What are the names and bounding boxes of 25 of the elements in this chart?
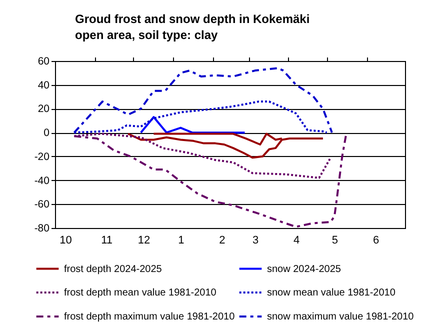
x-tick-label: 2	[219, 234, 226, 246]
x-tick-label: 1	[178, 234, 184, 246]
chart-title: Groud frost and snow depth in Kokemäki	[75, 12, 310, 26]
x-tick-label: 5	[332, 234, 338, 246]
x-tick-label: 11	[101, 234, 112, 246]
x-tick-label: 6	[372, 234, 380, 246]
x-tick-label: 10	[60, 234, 72, 246]
y-tick-label: -80	[34, 222, 50, 234]
x-tick-label: 3	[252, 234, 259, 246]
y-tick-label: 20	[38, 103, 50, 116]
y-tick-label: -20	[34, 150, 50, 163]
legend-label: frost depth maximum value 1981-2010	[64, 312, 236, 322]
y-tick-label: 0	[44, 127, 50, 140]
x-tick-label: 12	[138, 234, 150, 246]
legend-label: snow mean value 1981-2010	[267, 288, 396, 298]
x-tick-label: 4	[293, 234, 300, 246]
legend-label: frost depth mean value 1981-2010	[64, 288, 217, 298]
y-tick-label: -40	[34, 174, 50, 187]
legend-label: frost depth 2024-2025	[64, 264, 162, 275]
y-tick-label: 60	[38, 56, 50, 68]
chart-subtitle: open area, soil type: clay	[75, 28, 218, 42]
y-tick-label: 40	[38, 79, 50, 92]
legend-label: snow maximum value 1981-2010	[267, 312, 414, 322]
y-tick-label: -60	[34, 198, 50, 211]
legend-label: snow 2024-2025	[267, 264, 342, 275]
